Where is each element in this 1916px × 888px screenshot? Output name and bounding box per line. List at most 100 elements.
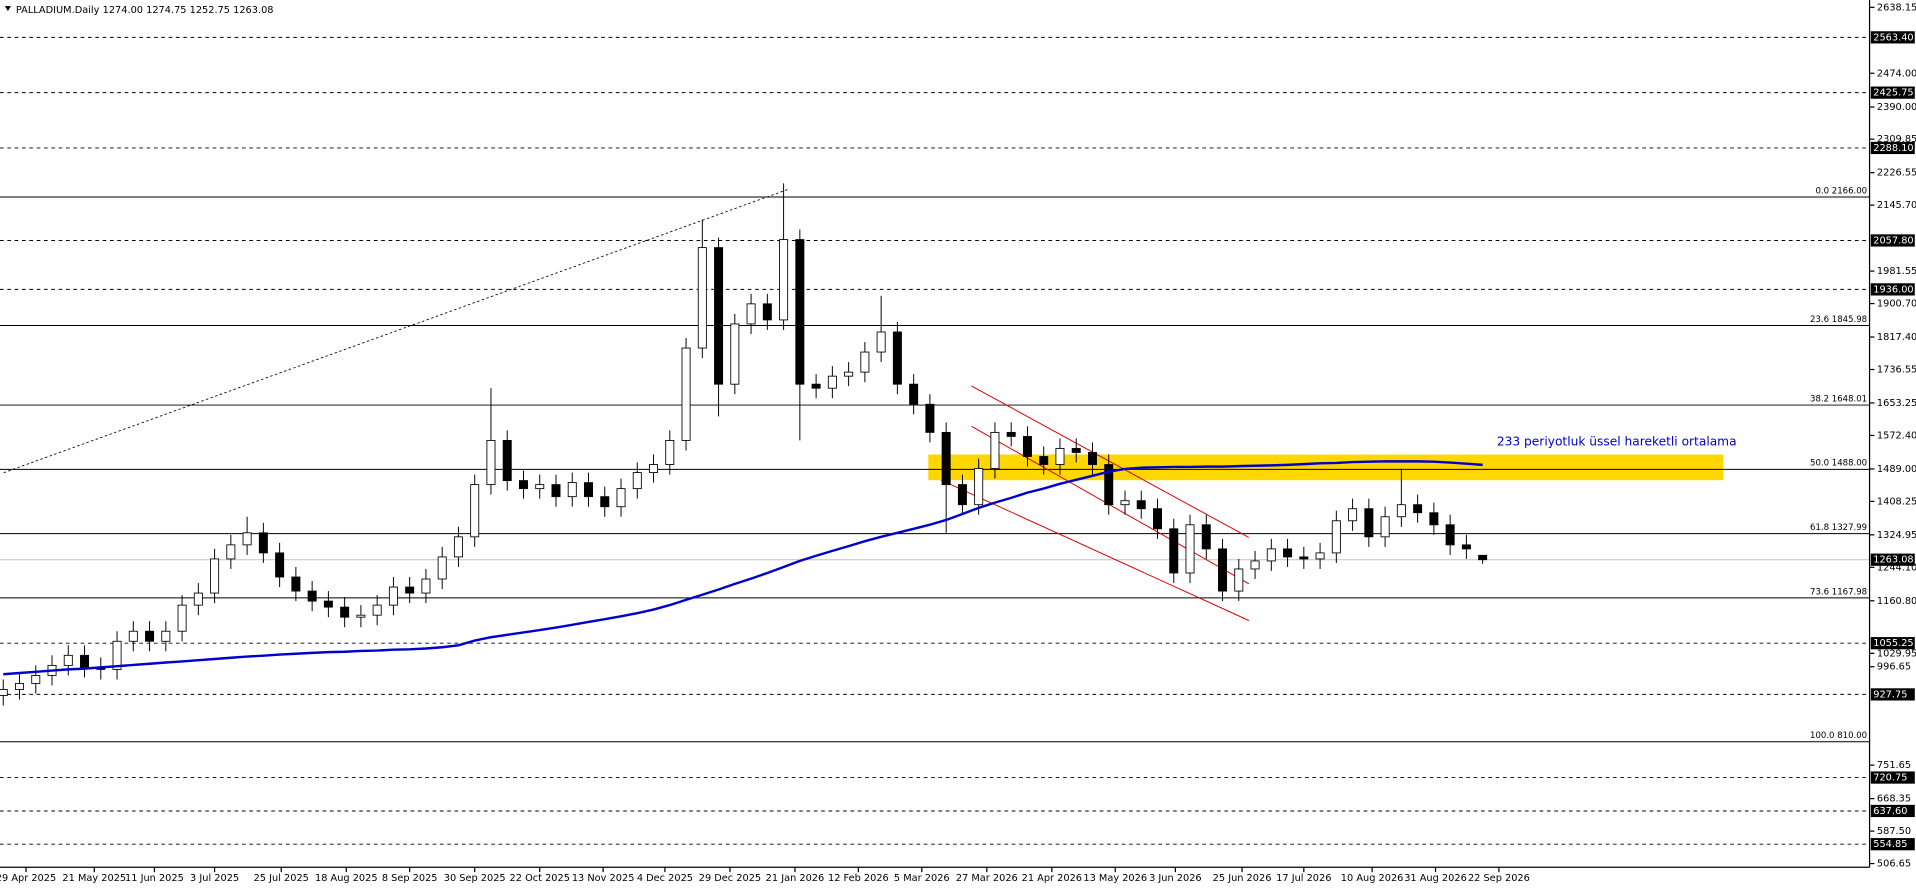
y-tick-label: 1408.25	[1877, 496, 1916, 507]
x-tick-label: 10 Aug 2026	[1341, 873, 1404, 884]
candle-body	[1429, 512, 1439, 526]
candle-body	[1104, 464, 1114, 506]
candle-body	[63, 654, 73, 666]
candle-body	[486, 439, 496, 486]
candle-body	[762, 303, 772, 321]
x-tick-label: 11 Jun 2025	[125, 873, 184, 884]
candle-body	[909, 383, 919, 405]
fib-label: 38.2 1648.01	[1810, 394, 1867, 404]
price-tag-label: 1936.00	[1873, 284, 1913, 295]
x-tick-label: 31 Aug 2026	[1404, 873, 1467, 884]
y-tick-label: 1029.95	[1877, 648, 1916, 659]
x-tick-label: 27 Mar 2026	[956, 873, 1018, 884]
candle-body	[0, 689, 8, 696]
price-tag-label: 2057.80	[1873, 235, 1913, 246]
candle-body	[518, 480, 528, 490]
candle-body	[177, 604, 187, 632]
y-tick-label: 1244.10	[1877, 562, 1916, 573]
x-tick-label: 29 Dec 2025	[699, 873, 761, 884]
y-tick-label: 668.35	[1877, 794, 1911, 805]
candle-body	[714, 247, 724, 385]
price-tag	[1870, 838, 1915, 851]
candle-body	[1380, 516, 1390, 538]
price-tag	[1870, 771, 1915, 784]
candle-body	[892, 331, 902, 385]
candle-body	[1315, 552, 1325, 560]
price-tag-label: 2563.40	[1873, 32, 1913, 43]
candle-body	[697, 247, 707, 349]
candle-body	[307, 590, 317, 602]
candle-body	[567, 482, 577, 498]
channel-line	[971, 385, 1250, 538]
annotation: 233 periyotluk üssel hareketli ortalama	[1497, 435, 1737, 449]
candle-body	[1039, 456, 1049, 465]
candle-body	[1136, 500, 1146, 510]
y-tick-label: 1900.70	[1877, 299, 1916, 310]
candle-body	[827, 375, 837, 389]
y-tick-label: 1572.40	[1877, 430, 1916, 441]
candle-body	[1087, 452, 1097, 465]
ohlc-header: 1274.00 1274.75 1252.75 1263.08	[103, 5, 274, 16]
price-tag	[1870, 31, 1915, 44]
candle-body	[779, 239, 789, 321]
candle-body	[1201, 524, 1211, 550]
menu-arrow	[4, 6, 11, 11]
candle-body	[876, 331, 886, 353]
candle-body	[1250, 560, 1260, 570]
x-tick-label: 4 Dec 2025	[637, 873, 693, 884]
background-layer: 0.0 2166.00 23.6 1845.98 38.2 1648.01 50.0 …	[0, 36, 1870, 845]
y-tick-label: 2474.00	[1877, 68, 1916, 79]
x-tick-label: 13 May 2026	[1083, 873, 1147, 884]
x-tick-label: 22 Sep 2026	[1468, 873, 1530, 884]
x-tick-label: 25 Jul 2025	[254, 873, 309, 884]
data-layer	[0, 183, 1488, 706]
candle-body	[925, 403, 935, 433]
candle-body	[1413, 504, 1423, 514]
y-tick-label: 1736.55	[1877, 365, 1916, 376]
candle-body	[1153, 508, 1162, 530]
y-tick-label: 2390.00	[1877, 102, 1916, 113]
candle-body	[421, 578, 431, 594]
candle-body	[1120, 500, 1130, 506]
y-tick-label: 1324.95	[1877, 530, 1916, 541]
candle-body	[453, 536, 463, 558]
candle-body	[957, 484, 967, 506]
candle-body	[356, 614, 366, 618]
candle-body	[551, 484, 561, 498]
candle-body	[811, 383, 821, 389]
x-tick-label: 13 Nov 2025	[572, 873, 635, 884]
fib-label: 50.0 1488.00	[1810, 459, 1867, 469]
y-tick-label: 587.50	[1877, 826, 1911, 837]
x-tick-label: 30 Sep 2025	[444, 873, 506, 884]
y-tick-label: 1653.25	[1877, 398, 1916, 409]
candle-body	[80, 654, 90, 668]
candle-body	[193, 592, 203, 606]
candle-body	[990, 431, 1000, 469]
price-tag-label: 554.85	[1873, 839, 1907, 850]
candle-body	[161, 630, 171, 642]
candle-body	[372, 604, 382, 616]
candle-body	[535, 484, 545, 490]
candle-body	[844, 371, 854, 377]
fib-label: 23.6 1845.98	[1810, 315, 1867, 325]
price-tag	[1870, 86, 1915, 99]
price-tag-label: 637.60	[1873, 806, 1907, 817]
candle-body	[128, 630, 138, 642]
price-tag-label: 1263.08	[1873, 555, 1913, 566]
candle-body	[1071, 448, 1081, 453]
x-tick-label: 18 Aug 2025	[315, 873, 378, 884]
price-tag-label: 720.75	[1873, 773, 1907, 784]
price-tag-label: 2288.10	[1873, 143, 1913, 154]
candle-body	[1169, 528, 1179, 574]
y-tick-label: 1160.80	[1877, 596, 1916, 607]
x-tick-label: 12 Feb 2026	[828, 873, 889, 884]
candle-body	[1283, 548, 1293, 558]
candle-body	[632, 472, 642, 490]
symbol-title: PALLADIUM.Daily	[16, 5, 100, 16]
candle-body	[1022, 435, 1032, 457]
candle-body	[941, 431, 951, 486]
candle-body	[323, 600, 333, 608]
candle-body	[1006, 431, 1016, 437]
